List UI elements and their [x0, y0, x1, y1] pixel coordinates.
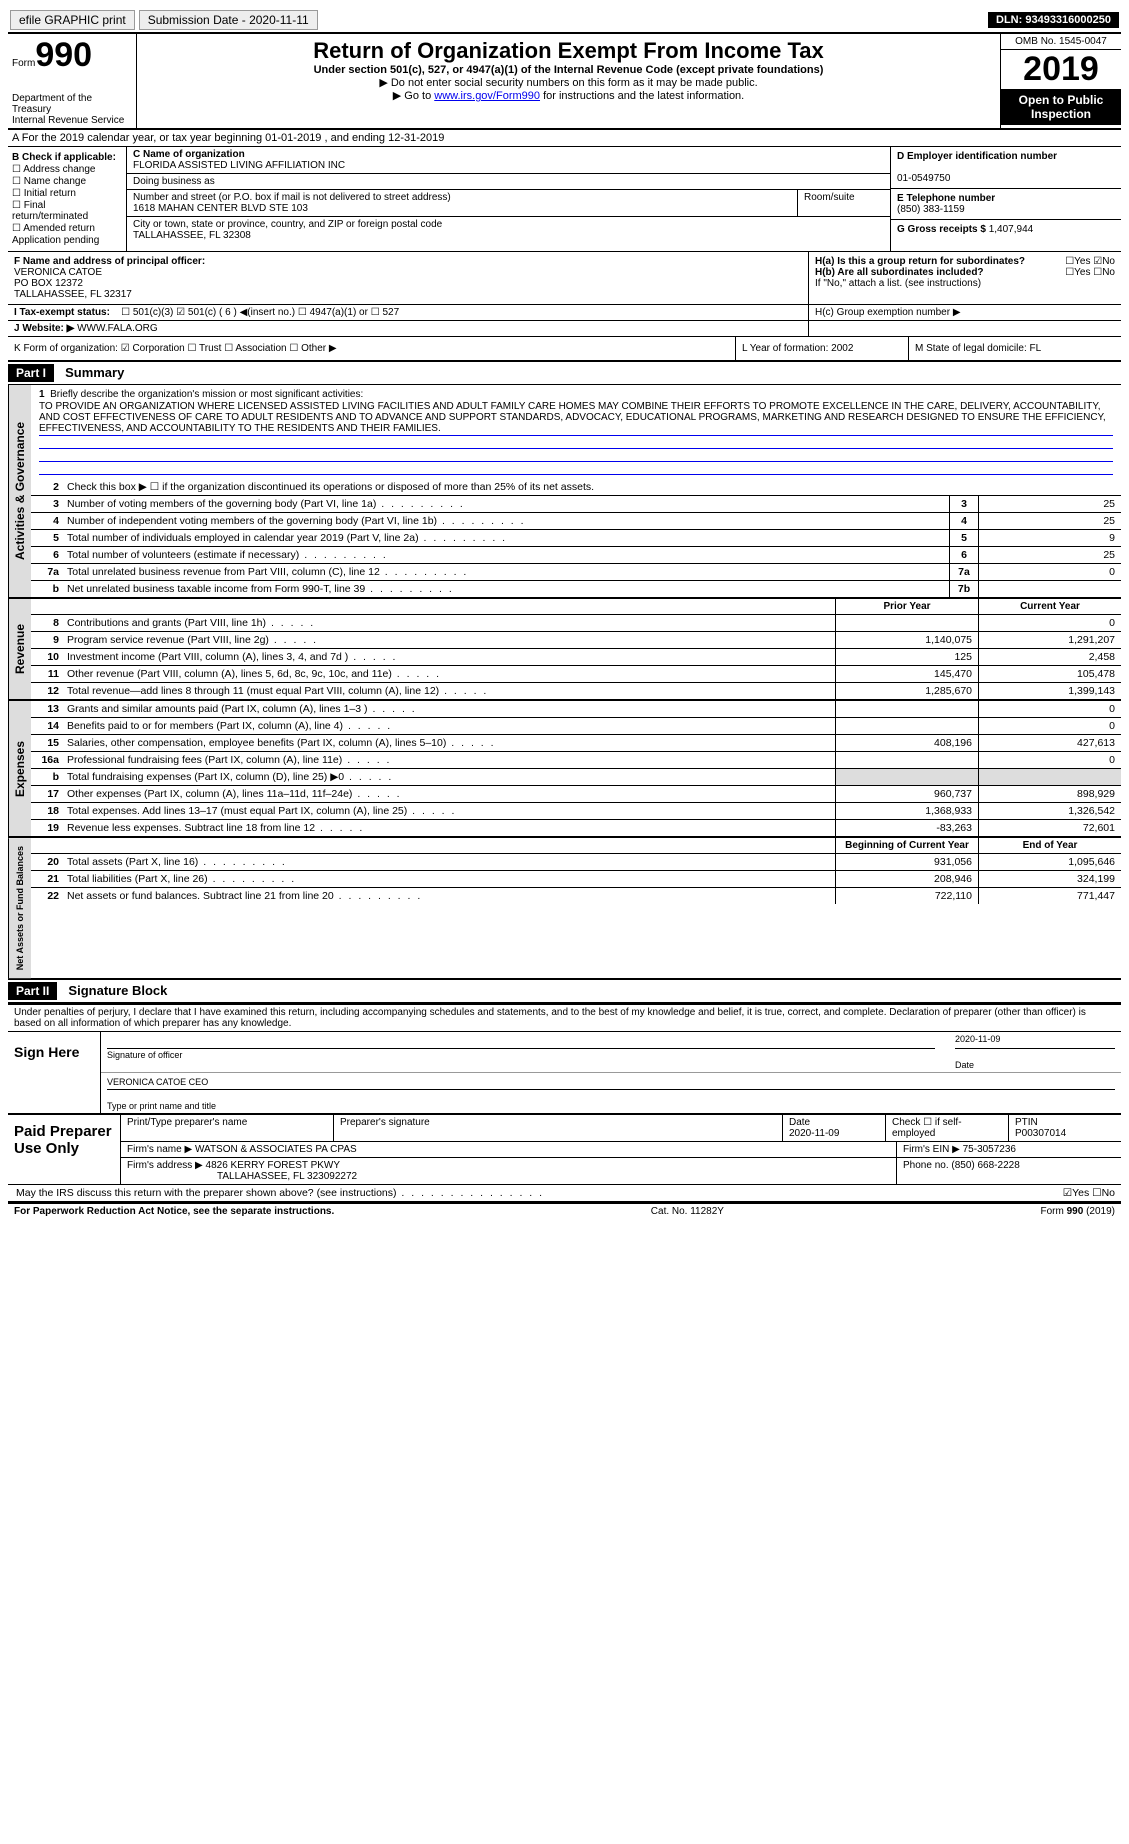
tab-netassets: Net Assets or Fund Balances — [8, 838, 31, 978]
box-d: D Employer identification number 01-0549… — [890, 147, 1121, 251]
tab-activities: Activities & Governance — [8, 385, 31, 597]
summary-row: bNet unrelated business taxable income f… — [31, 580, 1121, 597]
row-fh: F Name and address of principal officer:… — [8, 252, 1121, 305]
sign-here-label: Sign Here — [8, 1032, 101, 1113]
revenue-row: 10Investment income (Part VIII, column (… — [31, 648, 1121, 665]
activities-governance-section: Activities & Governance 1 Briefly descri… — [8, 385, 1121, 599]
revenue-row: 11Other revenue (Part VIII, column (A), … — [31, 665, 1121, 682]
row-k: K Form of organization: ☑ Corporation ☐ … — [8, 337, 1121, 362]
expense-row: 13Grants and similar amounts paid (Part … — [31, 701, 1121, 717]
signature-block: Under penalties of perjury, I declare th… — [8, 1003, 1121, 1202]
summary-row: 4Number of independent voting members of… — [31, 512, 1121, 529]
expense-row: 15Salaries, other compensation, employee… — [31, 734, 1121, 751]
box-b: B Check if applicable: ☐ Address change … — [8, 147, 127, 251]
summary-row: 6Total number of volunteers (estimate if… — [31, 546, 1121, 563]
submission-button[interactable]: Submission Date - 2020-11-11 — [139, 10, 318, 30]
expense-row: 19Revenue less expenses. Subtract line 1… — [31, 819, 1121, 836]
revenue-row: 12Total revenue—add lines 8 through 11 (… — [31, 682, 1121, 699]
form-subtitle: Under section 501(c), 527, or 4947(a)(1)… — [141, 64, 996, 76]
part1-title: Summary — [57, 365, 124, 380]
sig-officer-field[interactable]: Signature of officer — [107, 1048, 935, 1070]
irs-link[interactable]: www.irs.gov/Form990 — [434, 90, 540, 102]
expenses-section: Expenses 13Grants and similar amounts pa… — [8, 701, 1121, 838]
efile-button[interactable]: efile GRAPHIC print — [10, 10, 135, 30]
expense-row: bTotal fundraising expenses (Part IX, co… — [31, 768, 1121, 785]
netassets-row: 21Total liabilities (Part X, line 26)208… — [31, 870, 1121, 887]
mission-text: TO PROVIDE AN ORGANIZATION WHERE LICENSE… — [39, 400, 1113, 436]
part2-title: Signature Block — [60, 983, 167, 998]
line-a: A For the 2019 calendar year, or tax yea… — [8, 130, 1121, 147]
ein-value: 01-0549750 — [897, 173, 950, 184]
tax-year: 2019 — [1001, 50, 1121, 89]
tab-revenue: Revenue — [8, 599, 31, 699]
part2-badge: Part II — [8, 982, 57, 1000]
part1-header-row: Part I Summary — [8, 362, 1121, 385]
sig-name-field: VERONICA CATOE CEO Type or print name an… — [107, 1089, 1115, 1111]
org-city: TALLAHASSEE, FL 32308 — [133, 230, 251, 241]
part1-badge: Part I — [8, 364, 54, 382]
part2-header-row: Part II Signature Block — [8, 980, 1121, 1003]
row-i: I Tax-exempt status: ☐ 501(c)(3) ☑ 501(c… — [8, 305, 1121, 321]
website-value: WWW.FALA.ORG — [77, 323, 158, 334]
section-bcde: B Check if applicable: ☐ Address change … — [8, 147, 1121, 252]
revenue-row: 9Program service revenue (Part VIII, lin… — [31, 631, 1121, 648]
form-number: 990 — [35, 36, 92, 74]
top-bar: efile GRAPHIC print Submission Date - 20… — [8, 8, 1121, 32]
expense-row: 14Benefits paid to or for members (Part … — [31, 717, 1121, 734]
sig-date-field: 2020-11-09Date — [955, 1048, 1115, 1070]
tab-expenses: Expenses — [8, 701, 31, 836]
gross-value: 1,407,944 — [989, 224, 1034, 235]
org-address: 1618 MAHAN CENTER BLVD STE 103 — [133, 203, 308, 214]
omb-label: OMB No. 1545-0047 — [1001, 34, 1121, 50]
netassets-row: 20Total assets (Part X, line 16)931,0561… — [31, 853, 1121, 870]
dept-label: Department of the Treasury Internal Reve… — [12, 93, 132, 126]
tel-value: (850) 383-1159 — [897, 204, 965, 215]
expense-row: 18Total expenses. Add lines 13–17 (must … — [31, 802, 1121, 819]
form-label: Form — [12, 58, 35, 69]
netassets-row: 22Net assets or fund balances. Subtract … — [31, 887, 1121, 904]
dln-label: DLN: 93493316000250 — [988, 12, 1119, 28]
summary-row: 3Number of voting members of the governi… — [31, 495, 1121, 512]
revenue-section: Revenue Prior Year Current Year 8Contrib… — [8, 599, 1121, 701]
form-title: Return of Organization Exempt From Incom… — [141, 38, 996, 64]
paid-preparer-label: Paid Preparer Use Only — [8, 1115, 121, 1184]
open-to-public: Open to Public Inspection — [1001, 89, 1121, 125]
row-j: J Website: ▶ WWW.FALA.ORG — [8, 321, 1121, 337]
org-name: FLORIDA ASSISTED LIVING AFFILIATION INC — [133, 160, 345, 171]
box-c: C Name of organization FLORIDA ASSISTED … — [127, 147, 890, 251]
summary-row: 5Total number of individuals employed in… — [31, 529, 1121, 546]
goto-line: ▶ Go to www.irs.gov/Form990 for instruct… — [141, 89, 996, 102]
footer: For Paperwork Reduction Act Notice, see … — [8, 1202, 1121, 1219]
ssn-notice: ▶ Do not enter social security numbers o… — [141, 76, 996, 89]
netassets-section: Net Assets or Fund Balances Beginning of… — [8, 838, 1121, 980]
revenue-row: 8Contributions and grants (Part VIII, li… — [31, 614, 1121, 631]
summary-row: 7aTotal unrelated business revenue from … — [31, 563, 1121, 580]
form-header: Form990 Department of the Treasury Inter… — [8, 32, 1121, 130]
expense-row: 17Other expenses (Part IX, column (A), l… — [31, 785, 1121, 802]
expense-row: 16aProfessional fundraising fees (Part I… — [31, 751, 1121, 768]
